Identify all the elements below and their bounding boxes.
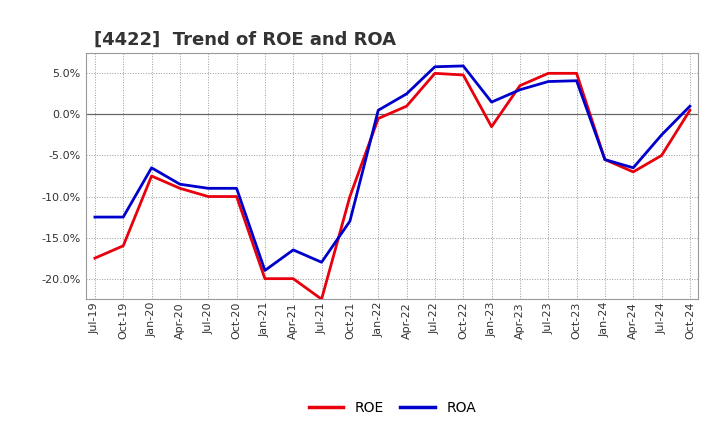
- ROE: [629, 169, 637, 175]
- ROA: [91, 214, 99, 220]
- ROA: [487, 99, 496, 105]
- ROA: [516, 87, 524, 92]
- ROA: [374, 108, 382, 113]
- ROE: [318, 297, 326, 302]
- ROA: [204, 186, 212, 191]
- ROE: [176, 186, 184, 191]
- Line: ROE: ROE: [95, 73, 690, 299]
- ROA: [318, 260, 326, 265]
- ROA: [402, 91, 411, 96]
- ROA: [600, 157, 609, 162]
- ROE: [431, 71, 439, 76]
- ROA: [572, 78, 581, 83]
- ROA: [148, 165, 156, 170]
- Line: ROA: ROA: [95, 66, 690, 271]
- Text: [4422]  Trend of ROE and ROA: [4422] Trend of ROE and ROA: [94, 31, 395, 49]
- ROA: [289, 247, 297, 253]
- ROA: [346, 219, 354, 224]
- ROE: [204, 194, 212, 199]
- ROA: [657, 132, 666, 138]
- ROA: [431, 64, 439, 70]
- ROE: [544, 71, 552, 76]
- ROE: [459, 72, 467, 77]
- ROE: [346, 194, 354, 199]
- ROA: [261, 268, 269, 273]
- ROE: [657, 153, 666, 158]
- ROA: [685, 103, 694, 109]
- ROA: [459, 63, 467, 69]
- ROE: [516, 83, 524, 88]
- ROA: [629, 165, 637, 170]
- Legend: ROE, ROA: ROE, ROA: [303, 395, 482, 420]
- ROE: [374, 116, 382, 121]
- ROA: [544, 79, 552, 84]
- ROE: [91, 256, 99, 261]
- ROE: [148, 173, 156, 179]
- ROE: [119, 243, 127, 249]
- ROE: [685, 108, 694, 113]
- ROA: [119, 214, 127, 220]
- ROE: [402, 103, 411, 109]
- ROE: [261, 276, 269, 281]
- ROE: [572, 71, 581, 76]
- ROE: [233, 194, 241, 199]
- ROA: [176, 182, 184, 187]
- ROE: [600, 157, 609, 162]
- ROE: [487, 124, 496, 129]
- ROE: [289, 276, 297, 281]
- ROA: [233, 186, 241, 191]
